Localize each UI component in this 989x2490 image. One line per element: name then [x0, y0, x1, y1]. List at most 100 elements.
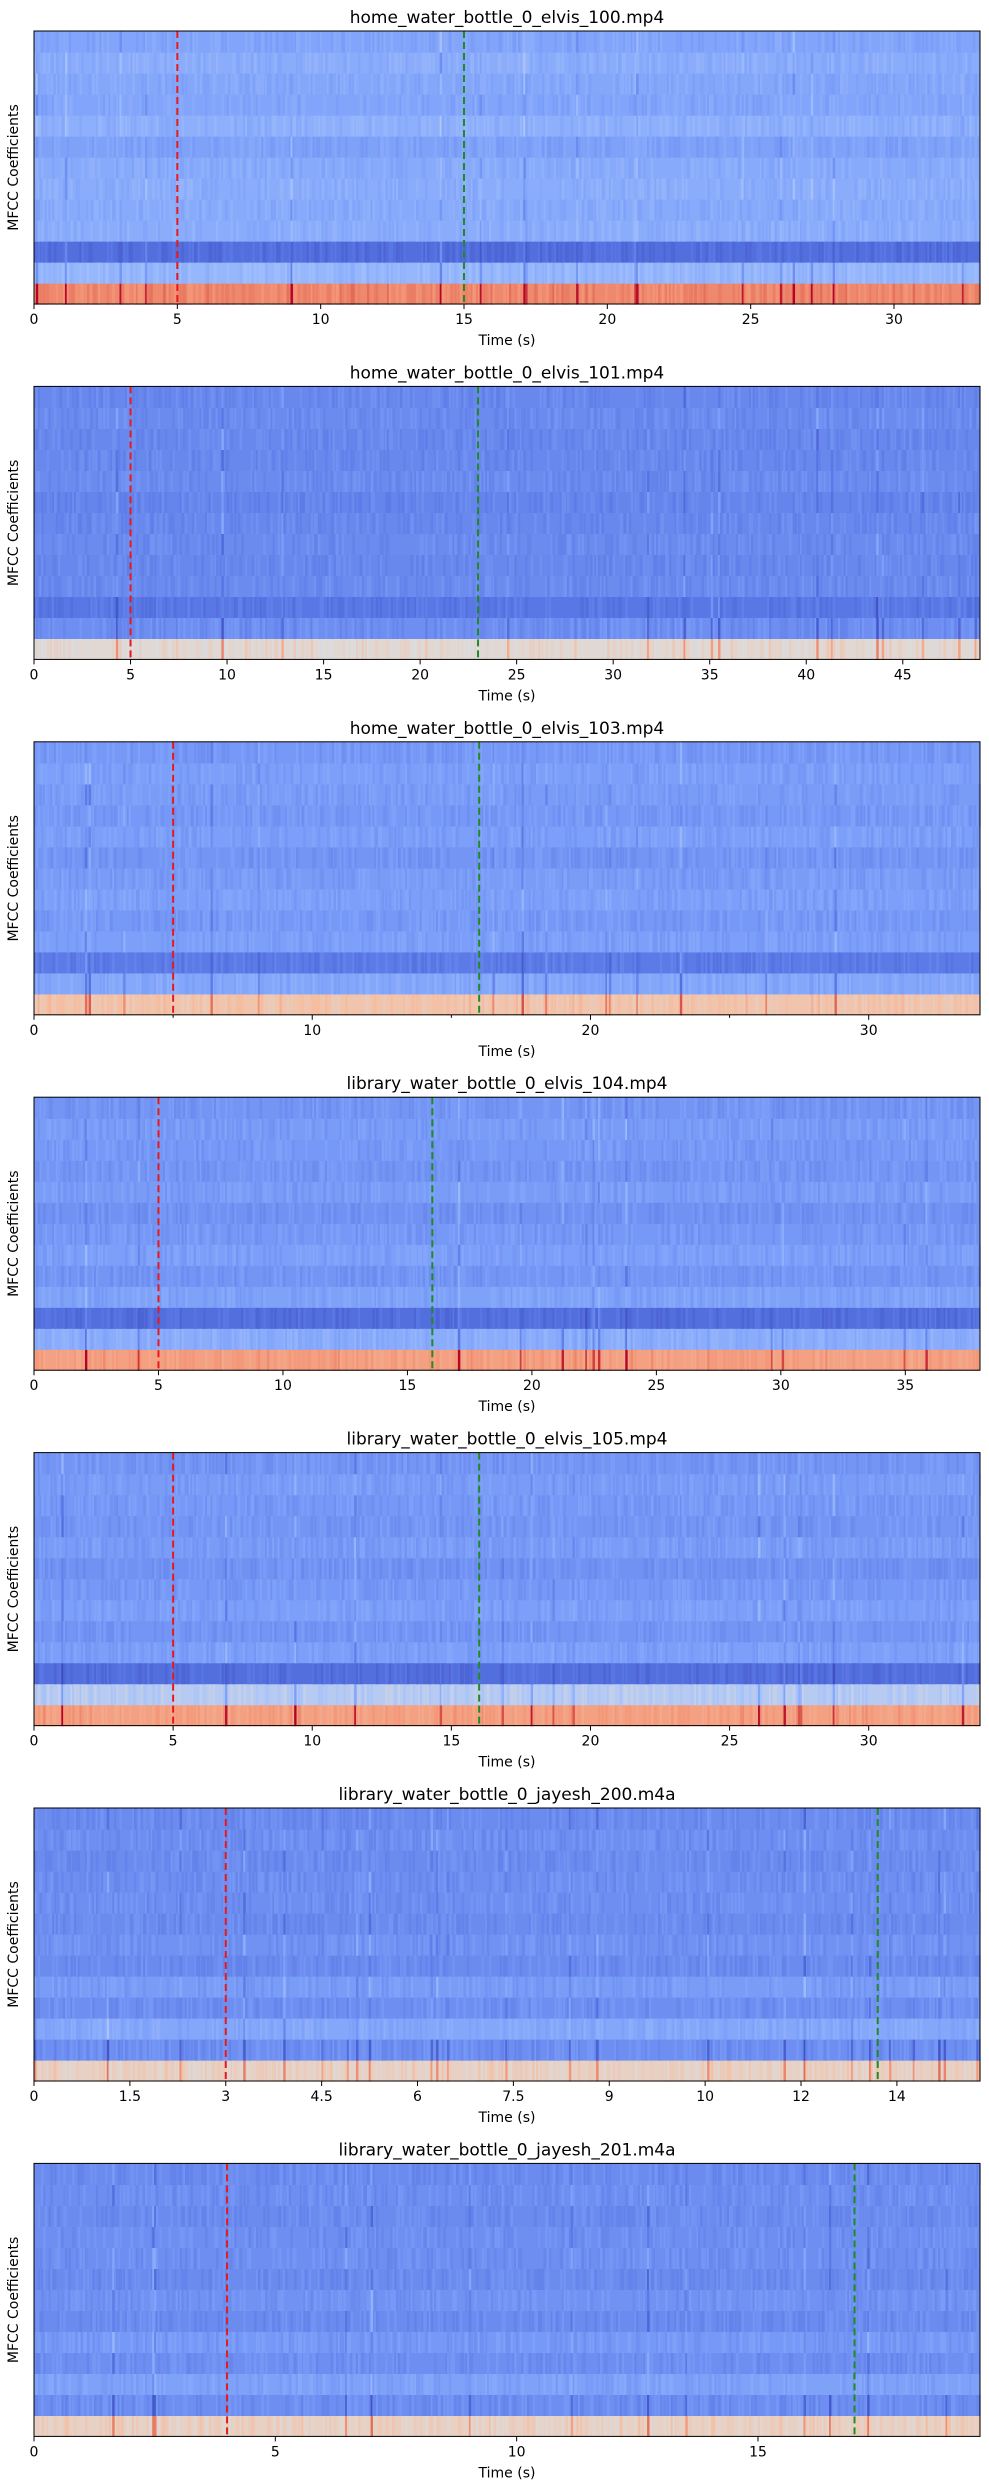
heatmap-cell [361, 94, 364, 116]
heatmap-cell [650, 554, 654, 576]
heatmap-cell [768, 638, 772, 660]
heatmap-cell [750, 512, 754, 534]
heatmap-cell [974, 262, 977, 284]
heatmap-cell [194, 241, 197, 263]
heatmap-cell [476, 449, 479, 471]
heatmap-cell [778, 199, 781, 221]
heatmap-cell [568, 575, 572, 597]
heatmap-cell [614, 470, 617, 492]
heatmap-cell [543, 638, 546, 660]
heatmap-cell [99, 220, 102, 242]
heatmap-cell [721, 178, 725, 200]
heatmap-cell [883, 52, 886, 74]
heatmap-cell [259, 596, 263, 618]
heatmap-cell [619, 512, 623, 534]
heatmap-cell [619, 199, 623, 221]
heatmap-cell [799, 283, 803, 305]
heatmap-cell [785, 638, 788, 660]
heatmap-cell [858, 617, 861, 639]
heatmap-cell [685, 491, 688, 513]
heatmap-cell [719, 283, 723, 305]
heatmap-cell [35, 115, 39, 137]
heatmap-cell [315, 283, 319, 305]
heatmap-cell [144, 31, 148, 53]
heatmap-cell [527, 533, 530, 555]
heatmap-cell [834, 617, 837, 639]
heatmap-cell [645, 94, 648, 116]
heatmap-cell [201, 575, 204, 597]
heatmap-cell [612, 73, 615, 95]
heatmap-cell [898, 617, 901, 639]
heatmap-cell [507, 220, 510, 242]
heatmap-cell [849, 262, 852, 284]
heatmap-cell [377, 449, 381, 471]
heatmap-cell [312, 262, 315, 284]
heatmap-cell [486, 428, 490, 450]
heatmap-cell [889, 638, 892, 660]
heatmap-cell [103, 533, 106, 555]
heatmap-cell [614, 241, 617, 263]
heatmap-cell [810, 52, 814, 74]
heatmap-cell [92, 428, 95, 450]
heatmap-cell [350, 262, 353, 284]
heatmap-cell [939, 596, 943, 618]
heatmap-cell [483, 638, 486, 660]
heatmap-cell [416, 596, 419, 618]
heatmap-cell [919, 491, 923, 513]
heatmap-cell [170, 596, 173, 618]
heatmap-cell [106, 262, 110, 284]
heatmap-cell [77, 178, 81, 200]
heatmap-cell [277, 449, 281, 471]
y-axis-label: MFCC Coefficients [6, 104, 22, 230]
heatmap-cell [745, 470, 748, 492]
heatmap-cell [64, 262, 68, 284]
heatmap-cell [476, 283, 479, 305]
heatmap-cell [823, 52, 826, 74]
heatmap-cell [827, 220, 830, 242]
heatmap-cell [925, 283, 928, 305]
heatmap-cell [445, 241, 448, 263]
heatmap-cell [750, 262, 754, 284]
heatmap-cell [123, 136, 126, 158]
heatmap-cell [577, 449, 581, 471]
heatmap-cell [281, 241, 284, 263]
heatmap-cell [792, 283, 796, 305]
heatmap-cell [112, 617, 115, 639]
heatmap-cell [934, 94, 937, 116]
heatmap-cell [792, 262, 796, 284]
heatmap-cell [625, 617, 628, 639]
heatmap-cell [657, 512, 661, 534]
heatmap-cell [388, 428, 392, 450]
heatmap-cell [657, 428, 661, 450]
heatmap-cell [556, 73, 559, 95]
heatmap-cell [266, 449, 270, 471]
heatmap-cell [339, 491, 343, 513]
heatmap-cell [916, 73, 919, 95]
heatmap-cell [257, 52, 261, 74]
heatmap-cell [52, 220, 55, 242]
heatmap-cell [332, 283, 335, 305]
heatmap-cell [503, 283, 506, 305]
heatmap-cell [772, 115, 776, 137]
heatmap-cell [896, 533, 899, 555]
heatmap-cell [708, 241, 712, 263]
heatmap-cell [743, 31, 746, 53]
heatmap-cell [170, 533, 173, 555]
heatmap-cell [55, 283, 59, 305]
heatmap-cell [114, 73, 117, 95]
heatmap-cell [297, 262, 301, 284]
heatmap-cell [470, 533, 474, 555]
heatmap-cell [303, 283, 306, 305]
heatmap-cell [459, 638, 463, 660]
heatmap-cell [292, 428, 295, 450]
heatmap-cell [356, 73, 359, 95]
heatmap-cell [448, 31, 452, 53]
heatmap-cell [257, 617, 261, 639]
heatmap-cell [619, 157, 623, 179]
heatmap-cell [168, 178, 172, 200]
heatmap-cell [179, 470, 182, 492]
heatmap-cell [763, 533, 766, 555]
heatmap-cell [836, 617, 839, 639]
heatmap-cell [135, 52, 139, 74]
heatmap-cell [266, 596, 270, 618]
